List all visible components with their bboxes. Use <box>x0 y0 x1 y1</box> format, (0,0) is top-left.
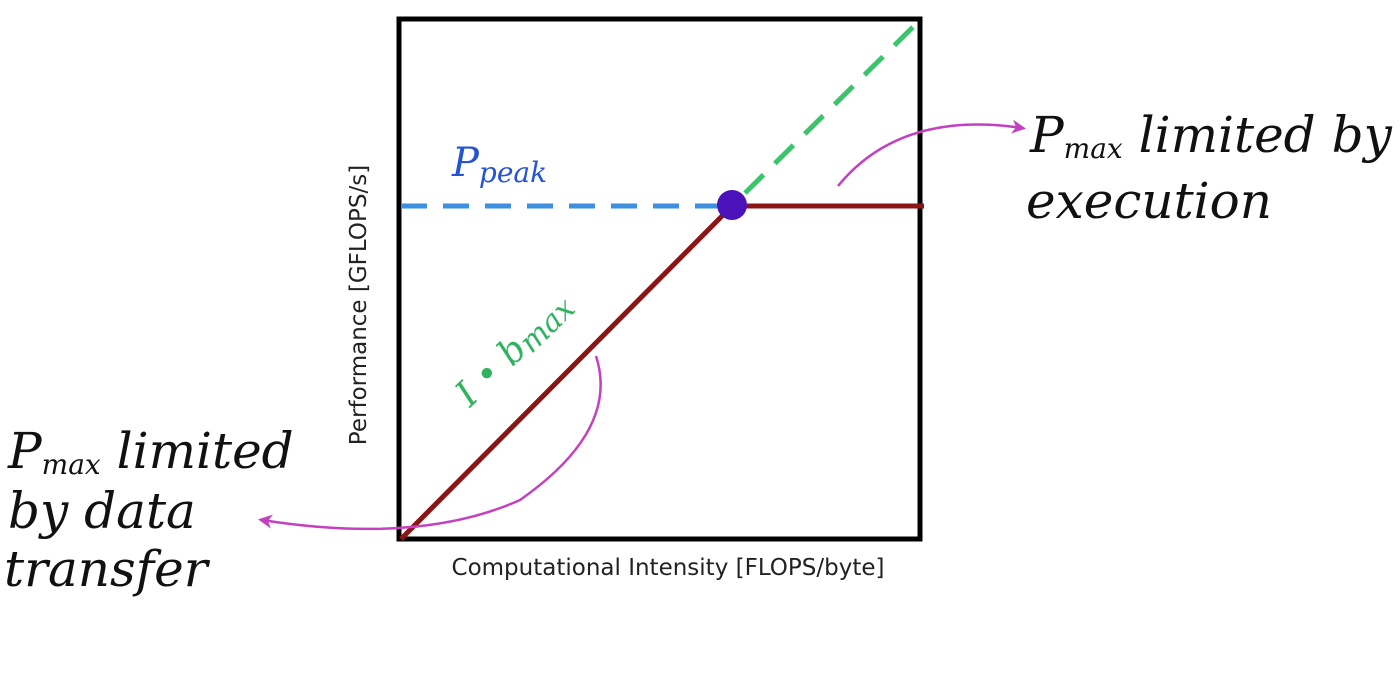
data-transfer-annotation-line1: Pmax limited <box>7 422 294 481</box>
bandwidth-dashed-extension <box>743 20 920 195</box>
x-axis-label: Computational Intensity [FLOPS/byte] <box>452 555 885 581</box>
execution-arrow <box>837 119 1026 187</box>
ridge-point <box>717 190 747 220</box>
bandwidth-label: I • bmax <box>447 284 582 417</box>
plot-frame <box>396 16 923 542</box>
data-transfer-annotation-line2: by data <box>8 482 196 540</box>
y-axis-label: Performance [GFLOPS/s] <box>346 165 372 445</box>
execution-annotation-line2: execution <box>1026 172 1272 230</box>
data-transfer-annotation-line3: transfer <box>4 540 211 598</box>
peak-label: Ppeak <box>451 140 547 189</box>
data-transfer-arrow <box>258 355 602 531</box>
execution-annotation-line1: Pmax limited by <box>1029 106 1393 165</box>
